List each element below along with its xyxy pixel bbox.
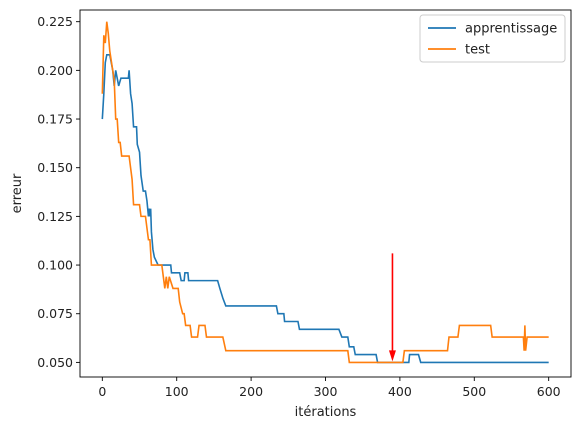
y-tick-label: 0.225 (37, 14, 73, 29)
y-axis-title: erreur (10, 173, 25, 213)
y-tick-label: 0.175 (37, 112, 73, 127)
x-tick-label: 200 (239, 384, 263, 399)
legend: apprentissage test (419, 14, 566, 63)
series-line-test (101, 21, 549, 364)
axes: 0 100 200 300 400 500 600 0.050 0.075 0.100 0.125 0… (37, 9, 572, 399)
legend-box (419, 14, 566, 63)
axes-frame (79, 9, 572, 378)
y-tick-label: 0.075 (37, 306, 73, 321)
x-tick-label: 300 (314, 384, 338, 399)
x-tick-label: 0 (98, 384, 106, 399)
series-group (101, 21, 549, 364)
x-tick-label: 500 (462, 384, 486, 399)
y-tick-label: 0.150 (37, 160, 73, 175)
series-line-apprentissage (101, 53, 549, 364)
x-tick-label: 100 (165, 384, 189, 399)
x-tick-label: 600 (537, 384, 561, 399)
y-tick-label: 0.100 (37, 258, 73, 273)
x-axis-title: itérations (295, 405, 357, 420)
legend-label-test: test (465, 43, 490, 58)
legend-label-apprentissage: apprentissage (465, 22, 557, 37)
annotation-arrow-head (388, 350, 396, 362)
plot-area (101, 21, 549, 364)
y-tick-label: 0.125 (37, 209, 73, 224)
y-tick-label: 0.200 (37, 63, 73, 78)
x-tick-label: 400 (388, 384, 412, 399)
y-tick-label: 0.050 (37, 355, 73, 370)
